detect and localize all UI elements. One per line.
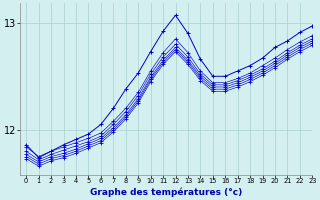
X-axis label: Graphe des températures (°c): Graphe des températures (°c) <box>90 187 242 197</box>
